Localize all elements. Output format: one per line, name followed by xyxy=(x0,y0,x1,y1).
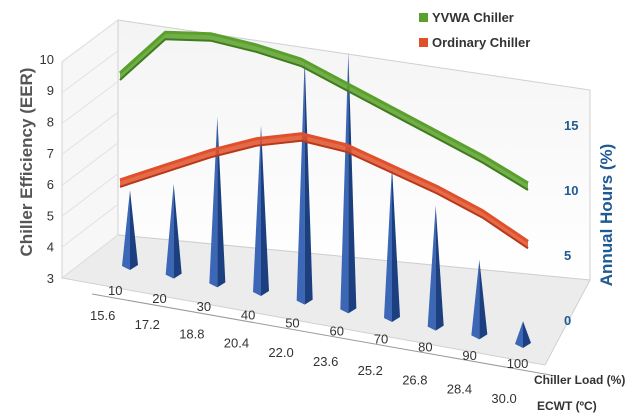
gridline-left xyxy=(61,173,119,217)
left-tick-label: 5 xyxy=(47,208,54,223)
load-axis-line xyxy=(91,293,557,377)
legend: YVWA Chiller Ordinary Chiller xyxy=(419,10,530,50)
ecwt-tick-label: 30.0 xyxy=(491,391,516,406)
annual-hours-spike xyxy=(427,205,436,331)
load-axis-title: Chiller Load (%) xyxy=(534,373,625,387)
ecwt-tick-label: 22.0 xyxy=(268,345,293,360)
yvwa-line-edge xyxy=(119,38,529,191)
annual-hours-spike-shade xyxy=(479,259,488,340)
left-gridlines xyxy=(61,19,119,279)
annual-hours-series xyxy=(122,51,531,348)
load-tick-label: 100 xyxy=(507,356,529,371)
ecwt-tick-label: 25.2 xyxy=(358,363,383,378)
ecwt-tick-label: 18.8 xyxy=(179,326,204,341)
ecwt-tick-label: 23.6 xyxy=(313,354,338,369)
annual-hours-spike-shade xyxy=(392,166,400,322)
left-tick-label: 8 xyxy=(47,115,54,130)
annual-hours-spike-shade xyxy=(173,183,182,279)
left-axis-title: Chiller Efficiency (EER) xyxy=(17,68,36,257)
right-axis-title: Annual Hours (%) xyxy=(597,144,616,287)
left-axis-ticks: 10 9 8 7 6 5 4 3 xyxy=(40,52,54,286)
gridline-left xyxy=(61,81,119,124)
yvwa-line xyxy=(118,30,529,185)
annual-hours-spike-shade xyxy=(435,205,444,331)
right-tick-label: 0 xyxy=(564,313,571,328)
load-tick-label: 60 xyxy=(330,324,344,339)
left-tick-label: 10 xyxy=(40,52,54,67)
load-tick-label: 40 xyxy=(241,307,255,322)
load-tick-label: 30 xyxy=(197,299,211,314)
ecwt-tick-label: 15.6 xyxy=(90,308,115,323)
ecwt-tick-label: 20.4 xyxy=(224,336,249,351)
annual-hours-spike xyxy=(384,166,392,322)
annual-hours-spike-shade xyxy=(261,125,269,296)
legend-label-ordinary: Ordinary Chiller xyxy=(432,35,530,50)
annual-hours-spike xyxy=(253,125,261,296)
load-tick-label: 10 xyxy=(108,283,122,298)
ordinary-line-edge xyxy=(119,139,529,250)
left-tick-label: 3 xyxy=(47,271,54,286)
annual-hours-spike xyxy=(209,116,218,288)
load-tick-label: 20 xyxy=(152,291,166,306)
load-axis-ticks: 10 20 30 40 50 60 70 80 90 100 xyxy=(108,283,528,371)
load-tick-label: 80 xyxy=(418,340,432,355)
left-tick-label: 7 xyxy=(47,146,54,161)
annual-hours-spike-shade xyxy=(348,51,357,314)
annual-hours-spike-shade xyxy=(304,58,313,305)
gridline-left xyxy=(61,50,119,94)
right-tick-label: 5 xyxy=(564,248,571,263)
right-tick-label: 15 xyxy=(564,118,578,133)
load-tick-label: 90 xyxy=(462,348,476,363)
legend-swatch-yvwa xyxy=(419,13,428,22)
gridline-left xyxy=(61,234,119,279)
annual-hours-spike-shade xyxy=(130,190,138,270)
annual-hours-spike xyxy=(471,259,480,340)
left-tick-label: 9 xyxy=(47,83,54,98)
ecwt-axis-ticks: 15.6 17.2 18.8 20.4 22.0 23.6 25.2 26.8 28.4 30.0 xyxy=(90,308,517,406)
ecwt-tick-label: 26.8 xyxy=(402,372,427,387)
annual-hours-spike xyxy=(122,190,130,270)
annual-hours-spike xyxy=(165,183,174,279)
legend-label-yvwa: YVWA Chiller xyxy=(432,10,514,25)
right-axis-ticks: 15 10 5 0 xyxy=(564,118,578,328)
annual-hours-spike xyxy=(296,58,305,305)
right-tick-label: 10 xyxy=(564,183,578,198)
legend-swatch-ordinary xyxy=(419,38,428,47)
left-tick-label: 4 xyxy=(47,240,54,255)
ecwt-tick-label: 28.4 xyxy=(447,382,472,397)
gridline-left xyxy=(61,203,119,248)
efficiency-series xyxy=(118,30,529,250)
left-tick-label: 6 xyxy=(47,177,54,192)
annual-hours-spike xyxy=(340,51,349,314)
gridline-left xyxy=(61,142,119,186)
gridline-left xyxy=(61,19,119,63)
gridline-left xyxy=(61,111,119,155)
ordinary-line xyxy=(119,132,529,243)
load-tick-label: 70 xyxy=(374,332,388,347)
annual-hours-spike xyxy=(515,321,523,348)
annual-hours-spike-shade xyxy=(523,321,531,348)
annual-hours-spike-shade xyxy=(217,116,226,288)
ecwt-tick-label: 17.2 xyxy=(135,317,160,332)
ecwt-axis-title: ECWT (ºC) xyxy=(537,399,597,413)
load-tick-label: 50 xyxy=(285,315,299,330)
